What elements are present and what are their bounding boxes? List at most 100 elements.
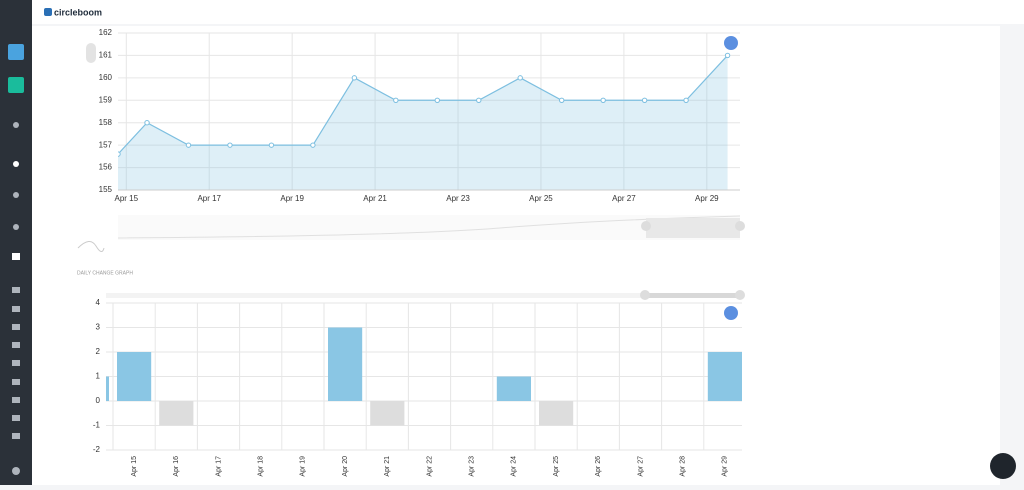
nav-item[interactable] [12, 324, 20, 330]
nav-item[interactable] [12, 360, 20, 366]
nav-help[interactable] [12, 467, 20, 475]
x-tick-label: Apr 27 [612, 194, 636, 203]
point [683, 97, 689, 103]
line [118, 55, 729, 155]
nav-icons [12, 122, 20, 475]
point [476, 97, 482, 103]
nav-stats[interactable] [12, 253, 20, 260]
line-chart: 155 156 157 158 159 160 161 162 Apr 15 Apr 17 Apr … [99, 28, 740, 203]
bar [707, 352, 742, 401]
x-tick-label: Apr 26 [595, 456, 602, 477]
section-label: DAILY CHANGE GRAPH [77, 270, 133, 276]
nav-item[interactable] [12, 415, 20, 421]
zoom-slider[interactable] [86, 43, 96, 63]
logo-icon [44, 8, 52, 16]
x-tick-label: Apr 17 [197, 194, 221, 203]
point [351, 75, 358, 81]
y-tick-label: 1 [96, 372, 101, 381]
sidebar [0, 0, 32, 485]
point [393, 97, 399, 103]
chart-menu-button[interactable] [724, 36, 738, 50]
plot [106, 327, 742, 426]
nav-circle[interactable] [8, 77, 24, 93]
scroll-handle[interactable] [735, 290, 745, 300]
x-tick-label: Apr 29 [695, 194, 719, 203]
scrollbar-thumb[interactable] [644, 293, 740, 298]
x-tick-label: Apr 18 [258, 456, 265, 477]
nav-item[interactable] [13, 224, 19, 230]
scrollbar [106, 293, 742, 298]
bar [496, 376, 531, 401]
nav-item[interactable] [12, 287, 20, 293]
x-tick-label: Apr 17 [215, 456, 222, 477]
scroll-handle[interactable] [640, 290, 650, 300]
point [118, 151, 121, 157]
plot [118, 52, 731, 190]
point [185, 142, 192, 148]
y-tick-label: 0 [96, 396, 101, 405]
nav-dashboard[interactable] [8, 44, 24, 60]
nav-item[interactable] [12, 433, 20, 439]
bar [117, 352, 152, 401]
y-tick-label: 3 [96, 323, 101, 332]
navigator-handle[interactable] [735, 221, 745, 231]
x-tick-label: Apr 16 [173, 456, 180, 477]
nav-share[interactable] [13, 122, 19, 128]
nav-twitter[interactable] [13, 161, 19, 167]
y-tick-label: 2 [96, 347, 101, 356]
x-tick-label: Apr 19 [280, 194, 304, 203]
fab-menu[interactable] [990, 453, 1016, 479]
point [227, 142, 233, 148]
point [600, 97, 606, 103]
x-tick-label: Apr 23 [446, 194, 470, 203]
y-tick-label: -2 [93, 445, 101, 454]
chart-menu-button[interactable] [724, 306, 738, 320]
y-tick-label: -1 [93, 421, 101, 430]
y-tick-label: 158 [99, 118, 113, 127]
x-tick-label: Apr 21 [384, 456, 391, 477]
nav-item[interactable] [12, 379, 20, 385]
bar [106, 376, 109, 401]
bar-chart: -2 -1 0 1 2 3 4 Apr 15 Apr 16 Apr 17 Apr 18 Apr 19 A… [93, 298, 742, 477]
navigator-window[interactable] [646, 218, 740, 238]
nav-item[interactable] [12, 397, 20, 403]
nav-item[interactable] [12, 306, 20, 312]
x-tick-label: Apr 28 [680, 456, 687, 477]
nav-item[interactable] [13, 192, 19, 198]
x-tick-label: Apr 29 [722, 456, 729, 477]
navigator-series [117, 215, 741, 239]
x-tick-label: Apr 23 [469, 456, 476, 477]
point [434, 97, 440, 103]
logo: circleboom [54, 7, 102, 17]
x-tick-label: Apr 25 [529, 194, 553, 203]
bar [370, 401, 405, 426]
nav-item[interactable] [12, 342, 20, 348]
y-tick-label: 156 [99, 163, 113, 172]
bar [328, 327, 363, 401]
y-tick-label: 161 [99, 51, 113, 60]
point [268, 142, 275, 148]
x-tick-label: Apr 25 [553, 456, 560, 477]
x-tick-label: Apr 27 [637, 456, 644, 477]
x-tick-label: Apr 15 [115, 194, 139, 203]
navigator [118, 215, 740, 240]
mini-chart-icon [77, 241, 105, 252]
y-tick-label: 155 [99, 185, 113, 194]
point [641, 97, 648, 103]
point [724, 52, 731, 59]
x-tick-label: Apr 19 [300, 456, 307, 477]
y-tick-label: 159 [99, 95, 113, 104]
point [144, 120, 150, 126]
point [517, 75, 523, 81]
x-tick-label: Apr 24 [511, 456, 518, 477]
y-tick-label: 160 [99, 73, 113, 82]
x-tick-label: Apr 15 [131, 456, 138, 477]
x-tick-label: Apr 21 [363, 194, 387, 203]
y-tick-label: 162 [99, 28, 113, 37]
navigator-handle[interactable] [641, 221, 651, 231]
x-tick-label: Apr 22 [426, 456, 433, 477]
y-tick-label: 157 [99, 140, 113, 149]
point [310, 142, 316, 148]
